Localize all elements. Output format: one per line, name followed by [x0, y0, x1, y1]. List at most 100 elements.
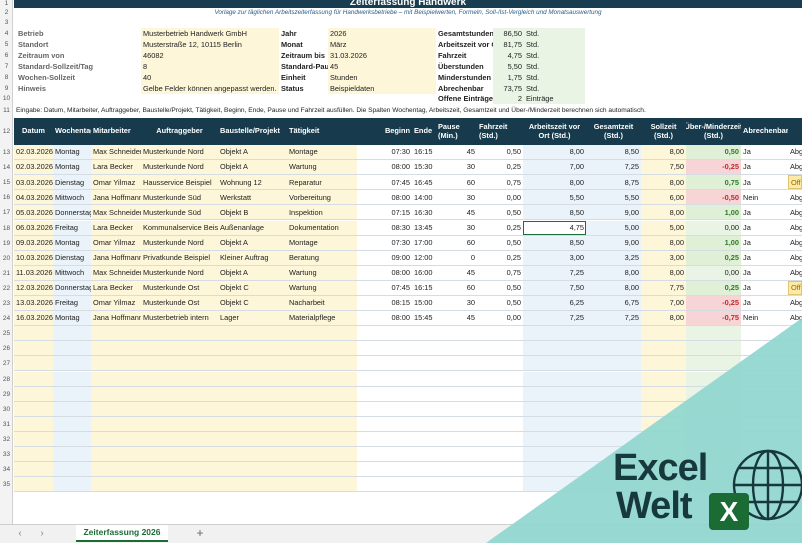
date-cell[interactable]: 12.03.2026 [14, 280, 53, 295]
empty-cell[interactable] [436, 387, 477, 401]
empty-cell[interactable] [477, 462, 523, 476]
status-cell[interactable]: Abg [790, 313, 802, 323]
client-cell[interactable]: Kommunalservice Beispiel [141, 220, 218, 235]
empty-cell[interactable] [91, 477, 141, 492]
empty-cell[interactable] [641, 431, 686, 446]
empty-cell[interactable] [641, 462, 686, 477]
weekday-cell[interactable]: Dienstag [53, 250, 91, 265]
empty-cell[interactable] [788, 356, 802, 370]
employee-cell[interactable]: Jana Hoffmann [91, 311, 141, 326]
empty-cell[interactable] [357, 372, 412, 386]
pause-cell[interactable]: 60 [466, 177, 475, 187]
empty-cell[interactable] [788, 462, 802, 476]
empty-cell[interactable] [14, 371, 53, 386]
empty-cell[interactable] [53, 431, 91, 446]
status-cell[interactable]: Abg [790, 207, 802, 217]
onsite-hours-cell[interactable]: 3,00 [523, 250, 586, 265]
empty-cell[interactable] [218, 356, 287, 371]
empty-cell[interactable] [586, 386, 641, 401]
empty-cell[interactable] [641, 416, 686, 431]
empty-cell[interactable] [477, 326, 523, 340]
empty-cell[interactable] [91, 386, 141, 401]
empty-cell[interactable] [14, 401, 53, 416]
empty-cell[interactable] [788, 402, 802, 416]
travel-cell[interactable]: 0,50 [506, 298, 521, 308]
empty-cell[interactable] [357, 432, 412, 446]
empty-cell[interactable] [357, 447, 412, 461]
empty-cell[interactable] [218, 326, 287, 341]
empty-cell[interactable] [436, 372, 477, 386]
start-cell[interactable]: 09:00 [391, 253, 411, 263]
empty-cell[interactable] [686, 401, 741, 416]
project-cell[interactable]: Objekt A [218, 265, 287, 280]
empty-cell[interactable] [412, 341, 436, 355]
start-cell[interactable]: 08:00 [391, 313, 411, 323]
empty-cell[interactable] [586, 431, 641, 446]
weekday-cell[interactable]: Mittwoch [53, 190, 91, 205]
empty-cell[interactable] [412, 462, 436, 476]
prev-sheet-icon[interactable]: ‹ [18, 528, 22, 539]
empty-cell[interactable] [523, 401, 586, 416]
overtime-cell[interactable]: 1,00 [686, 205, 741, 220]
onsite-hours-cell[interactable]: 4,75 [523, 220, 586, 235]
empty-cell[interactable] [788, 432, 802, 446]
activity-cell[interactable]: Vorbereitung [287, 190, 357, 205]
empty-cell[interactable] [641, 371, 686, 386]
overtime-cell[interactable]: 0,00 [686, 265, 741, 280]
travel-cell[interactable]: 0,00 [506, 313, 521, 323]
travel-cell[interactable]: 0,50 [506, 283, 521, 293]
activity-cell[interactable]: Inspektion [287, 205, 357, 220]
empty-cell[interactable] [141, 341, 218, 356]
empty-cell[interactable] [523, 341, 586, 356]
empty-cell[interactable] [287, 431, 357, 446]
overtime-cell[interactable]: 0,00 [686, 220, 741, 235]
empty-cell[interactable] [53, 447, 91, 462]
start-cell[interactable]: 08:00 [391, 192, 411, 202]
target-hours-cell[interactable]: 8,00 [641, 175, 686, 190]
info-mid-value-field[interactable]: 2026 [328, 28, 436, 39]
billable-cell[interactable]: Ja [743, 162, 751, 172]
weekday-cell[interactable]: Donnerstag [53, 205, 91, 220]
date-cell[interactable]: 06.03.2026 [14, 220, 53, 235]
empty-cell[interactable] [412, 417, 436, 431]
empty-cell[interactable] [53, 416, 91, 431]
empty-cell[interactable] [357, 326, 412, 340]
target-hours-cell[interactable]: 6,00 [641, 190, 686, 205]
status-cell[interactable]: Abg [790, 192, 802, 202]
start-cell[interactable]: 07:45 [391, 177, 411, 187]
weekday-cell[interactable]: Montag [53, 160, 91, 175]
overtime-cell[interactable]: -0,25 [686, 296, 741, 311]
empty-cell[interactable] [477, 387, 523, 401]
empty-cell[interactable] [436, 341, 477, 355]
empty-cell[interactable] [287, 326, 357, 341]
onsite-hours-cell[interactable]: 8,00 [523, 175, 586, 190]
empty-cell[interactable] [53, 386, 91, 401]
activity-cell[interactable]: Nacharbeit [287, 296, 357, 311]
onsite-hours-cell[interactable]: 7,25 [523, 265, 586, 280]
pause-cell[interactable]: 30 [466, 222, 475, 232]
end-cell[interactable]: 12:00 [414, 253, 433, 263]
total-hours-cell[interactable]: 8,00 [586, 280, 641, 295]
client-cell[interactable]: Musterkunde Süd [141, 205, 218, 220]
billable-cell[interactable]: Ja [743, 147, 751, 157]
empty-cell[interactable] [412, 372, 436, 386]
pause-cell[interactable]: 60 [466, 283, 475, 293]
empty-cell[interactable] [91, 326, 141, 341]
billable-cell[interactable]: Ja [743, 177, 751, 187]
empty-cell[interactable] [788, 341, 802, 355]
employee-cell[interactable]: Jana Hoffmann [91, 250, 141, 265]
employee-cell[interactable]: Max Schneider [91, 145, 141, 160]
status-cell[interactable]: Offe [788, 175, 802, 190]
activity-cell[interactable]: Wartung [287, 265, 357, 280]
empty-cell[interactable] [287, 386, 357, 401]
empty-cell[interactable] [412, 447, 436, 461]
column-header[interactable]: Sollzeit (Std.) [650, 122, 677, 140]
pause-cell[interactable]: 45 [466, 207, 475, 217]
empty-cell[interactable] [14, 431, 53, 446]
empty-cell[interactable] [436, 432, 477, 446]
empty-cell[interactable] [477, 341, 523, 355]
empty-cell[interactable] [788, 417, 802, 431]
client-cell[interactable]: Musterbetrieb intern [141, 311, 218, 326]
empty-cell[interactable] [287, 401, 357, 416]
info-mid-value-field[interactable]: 31.03.2026 [328, 50, 436, 61]
